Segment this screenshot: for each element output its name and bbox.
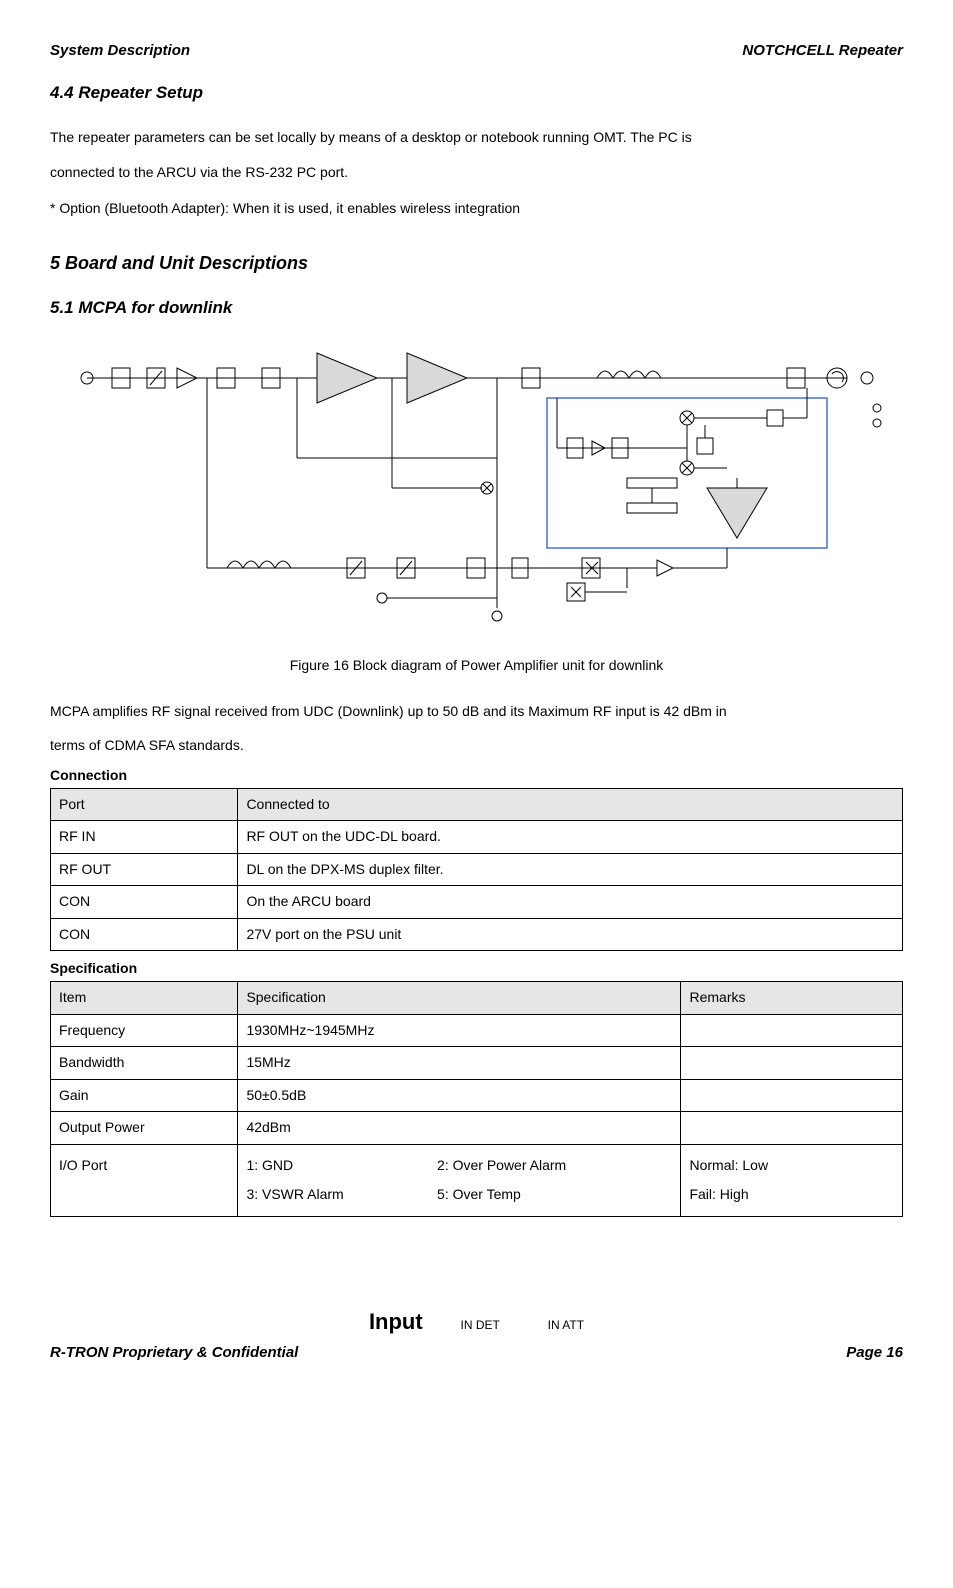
spec-val: 15MHz [238,1047,681,1080]
chapter-5-title: 5 Board and Unit Descriptions [50,251,903,276]
spec-rem [681,1047,903,1080]
table-row: Frequency 1930MHz~1945MHz [51,1014,903,1047]
spec-rem [681,1079,903,1112]
input-label: Input [369,1309,423,1334]
table-row: I/O Port 1: GND 2: Over Power Alarm 3: V… [51,1145,903,1217]
conn-val: 27V port on the PSU unit [238,918,903,951]
io-spec-l2: 3: VSWR Alarm 5: Over Temp [246,1186,520,1202]
section-5-1-title: 5.1 MCPA for downlink [50,296,903,320]
figure-caption: Figure 16 Block diagram of Power Amplifi… [50,656,903,676]
bottom-label-row: Input IN DET IN ATT [50,1307,903,1338]
spec-item: Frequency [51,1014,238,1047]
spec-head-rem: Remarks [681,982,903,1015]
table-row: Gain 50±0.5dB [51,1079,903,1112]
spec-rem [681,1112,903,1145]
para-1-note: * Option (Bluetooth Adapter): When it is… [50,194,903,223]
spec-item: Output Power [51,1112,238,1145]
io-rem-l2: Fail: High [689,1186,748,1202]
conn-val: On the ARCU board [238,886,903,919]
header-left: System Description [50,40,190,61]
conn-port: RF IN [51,821,238,854]
table-row: Port Connected to [51,788,903,821]
in-det-label: IN DET [460,1318,499,1332]
section-4-4-title: 4.4 Repeater Setup [50,81,903,105]
footer-right: Page 16 [846,1342,903,1363]
spec-head-spec: Specification [238,982,681,1015]
in-att-label: IN ATT [548,1318,584,1332]
spec-val: 1930MHz~1945MHz [238,1014,681,1047]
mcpa-line-1: MCPA amplifies RF signal received from U… [50,697,903,726]
connection-label: Connection [50,766,903,786]
spec-rem: Normal: Low Fail: High [681,1145,903,1217]
block-diagram [50,338,903,644]
conn-port: CON [51,918,238,951]
spec-item: I/O Port [51,1145,238,1217]
para-1-line-1: The repeater parameters can be set local… [50,123,903,152]
spec-item: Gain [51,1079,238,1112]
page-footer: R-TRON Proprietary & Confidential Page 1… [50,1342,903,1363]
connection-table: Port Connected to RF IN RF OUT on the UD… [50,788,903,952]
conn-val: DL on the DPX-MS duplex filter. [238,853,903,886]
footer-left: R-TRON Proprietary & Confidential [50,1342,298,1363]
block-diagram-svg [67,338,887,638]
table-row: RF OUT DL on the DPX-MS duplex filter. [51,853,903,886]
conn-val: RF OUT on the UDC-DL board. [238,821,903,854]
page-header: System Description NOTCHCELL Repeater [50,40,903,61]
conn-head-conn: Connected to [238,788,903,821]
conn-port: RF OUT [51,853,238,886]
table-row: RF IN RF OUT on the UDC-DL board. [51,821,903,854]
header-right: NOTCHCELL Repeater [742,40,903,61]
spec-val: 50±0.5dB [238,1079,681,1112]
io-spec-l1: 1: GND 2: Over Power Alarm [246,1157,566,1173]
spec-item: Bandwidth [51,1047,238,1080]
spec-head-item: Item [51,982,238,1015]
spec-val: 1: GND 2: Over Power Alarm 3: VSWR Alarm… [238,1145,681,1217]
conn-head-port: Port [51,788,238,821]
io-rem-l1: Normal: Low [689,1157,768,1173]
table-row: Output Power 42dBm [51,1112,903,1145]
table-row: Bandwidth 15MHz [51,1047,903,1080]
table-row: CON 27V port on the PSU unit [51,918,903,951]
spec-val: 42dBm [238,1112,681,1145]
spec-rem [681,1014,903,1047]
specification-table: Item Specification Remarks Frequency 193… [50,981,903,1217]
mcpa-line-2: terms of CDMA SFA standards. [50,731,903,760]
table-row: CON On the ARCU board [51,886,903,919]
table-row: Item Specification Remarks [51,982,903,1015]
conn-port: CON [51,886,238,919]
para-1-line-2: connected to the ARCU via the RS-232 PC … [50,158,903,187]
specification-label: Specification [50,959,903,979]
